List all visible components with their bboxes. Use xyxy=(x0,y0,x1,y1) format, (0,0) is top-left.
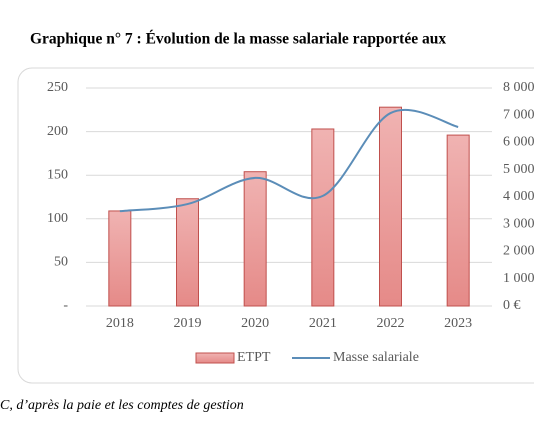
y-tick-label: 100 xyxy=(47,211,68,226)
legend-swatch xyxy=(195,352,235,364)
legend-label: Masse salariale xyxy=(333,350,419,365)
legend-label: ETPT xyxy=(237,350,271,365)
bar xyxy=(176,198,199,307)
x-tick-label: 2020 xyxy=(241,316,269,331)
x-tick-label: 2023 xyxy=(444,316,472,331)
y2-tick-label: 4 000 € xyxy=(503,189,534,204)
y2-tick-label: 3 000 € xyxy=(503,216,534,231)
line xyxy=(119,108,459,213)
x-tick-label: 2018 xyxy=(106,316,134,331)
x-tick-label: 2021 xyxy=(309,316,337,331)
y-tick-label: - xyxy=(63,298,68,313)
y2-tick-label: 1 000 € xyxy=(503,271,534,286)
bar xyxy=(379,106,402,307)
x-tick-label: 2022 xyxy=(377,316,405,331)
y-tick-label: 250 xyxy=(47,80,68,95)
y2-tick-label: 7 000 € xyxy=(503,107,534,122)
chart-frame xyxy=(17,67,534,384)
bar xyxy=(446,134,470,307)
chart-title: Graphique n° 7 : Évolution de la masse s… xyxy=(30,31,446,48)
chart-source: C, d’après la paie et les comptes de ges… xyxy=(0,398,244,413)
y2-tick-label: 0 € xyxy=(503,298,521,313)
bar xyxy=(311,128,335,307)
y-tick-label: 150 xyxy=(47,167,68,182)
y-tick-label: 50 xyxy=(54,255,68,270)
bar xyxy=(243,171,267,307)
y2-tick-label: 2 000 € xyxy=(503,244,534,259)
bar xyxy=(108,210,132,307)
x-tick-label: 2019 xyxy=(174,316,202,331)
y2-tick-label: 6 000 € xyxy=(503,135,534,150)
y-tick-label: 200 xyxy=(47,124,68,139)
y2-tick-label: 5 000 € xyxy=(503,162,534,177)
y2-tick-label: 8 000 € xyxy=(503,80,534,95)
